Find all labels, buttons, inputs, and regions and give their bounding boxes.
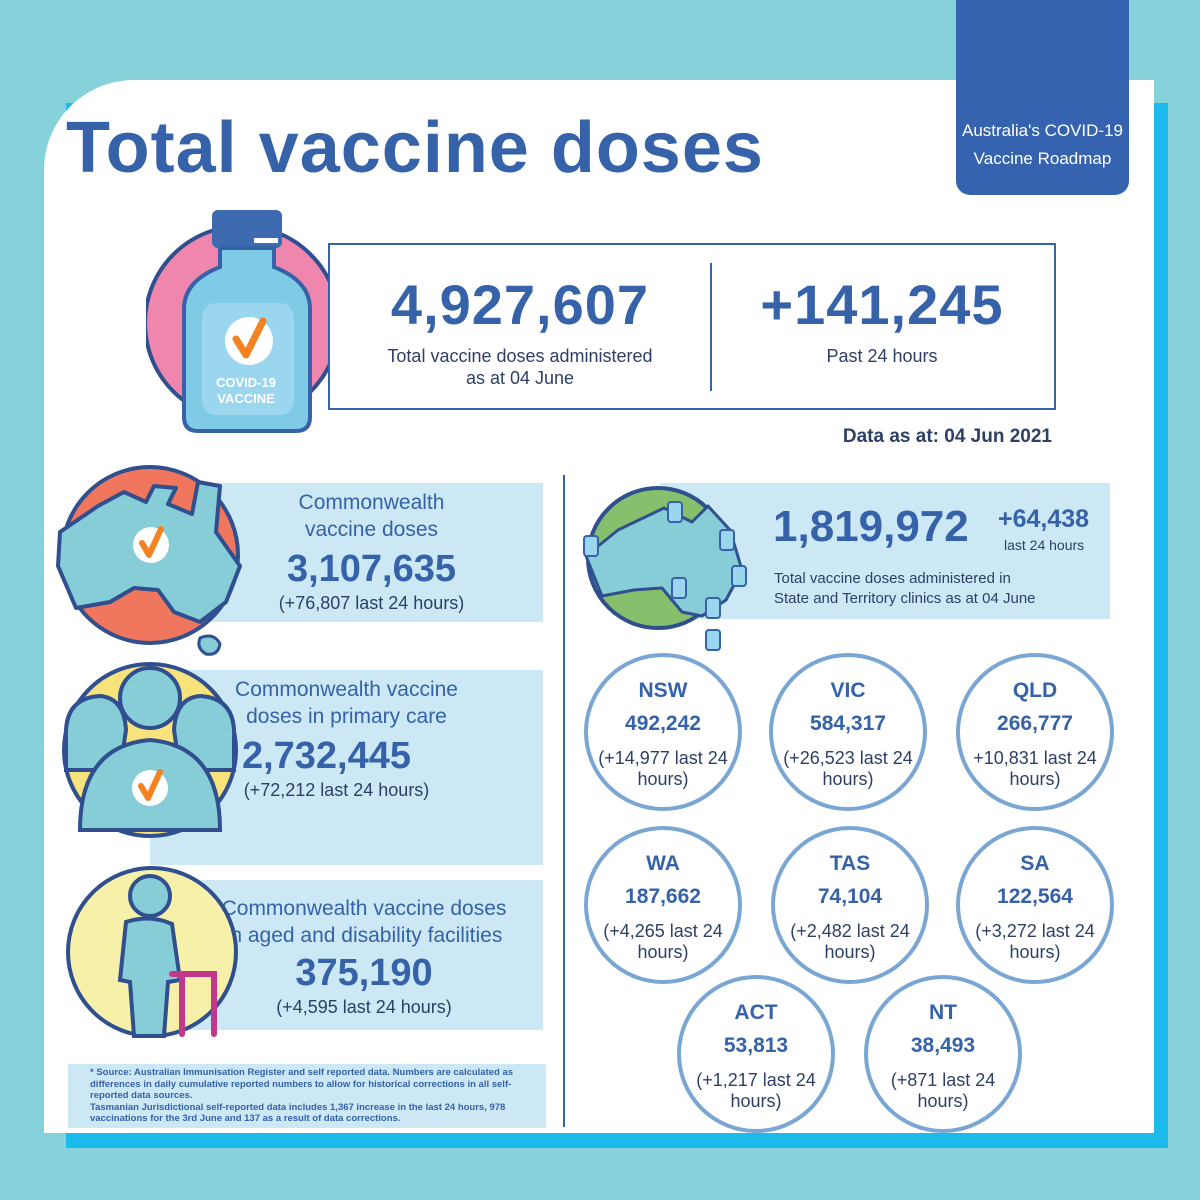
past-24h-value: +141,245 xyxy=(760,273,1004,336)
page-title: Total vaccine doses xyxy=(66,108,764,188)
source-line-2: Tasmanian Jurisdictional self-reported d… xyxy=(90,1101,506,1125)
state-clinics-change-caption: last 24 hours xyxy=(1004,537,1085,553)
aged-care-label-line-2: in aged and disability facilities xyxy=(225,924,503,947)
state-change: (+1,217 last 24 hours) xyxy=(696,1070,816,1111)
state-value: 492,242 xyxy=(625,712,701,735)
state-clinics-map-icon xyxy=(583,486,747,651)
state-circle-nsw: NSW 492,242 (+14,977 last 24 hours) xyxy=(584,653,742,811)
state-value: 187,662 xyxy=(625,885,701,908)
state-circle-tas: TAS 74,104 (+2,482 last 24 hours) xyxy=(771,826,929,984)
state-change: (+14,977 last 24 hours) xyxy=(598,748,728,789)
state-change: (+26,523 last 24 hours) xyxy=(783,748,913,789)
primary-care-people-icon xyxy=(62,662,238,838)
past-24h-section: +141,245 Past 24 hours xyxy=(712,245,1052,408)
state-circle-qld: QLD 266,777 +10,831 last 24 hours) xyxy=(956,653,1114,811)
primary-care-change: (+72,212 last 24 hours) xyxy=(243,780,430,800)
commonwealth-doses-panel: Commonwealth vaccine doses 3,107,635 (+7… xyxy=(200,483,543,622)
state-change: (+871 last 24 hours) xyxy=(890,1070,996,1111)
state-name: TAS xyxy=(829,852,871,875)
state-circle-vic: VIC 584,317 (+26,523 last 24 hours) xyxy=(769,653,927,811)
state-clinics-caption-line-2: State and Territory clinics as at 04 Jun… xyxy=(774,590,1036,607)
commonwealth-label-line-1: Commonwealth xyxy=(298,491,445,514)
aged-care-walker-icon xyxy=(66,866,238,1038)
primary-care-value: 2,732,445 xyxy=(241,735,412,777)
state-name: NSW xyxy=(638,679,688,702)
state-name: SA xyxy=(1020,852,1050,875)
state-change: (+2,482 last 24 hours) xyxy=(790,921,910,962)
source-footnote: * Source: Australian Immunisation Regist… xyxy=(68,1064,546,1128)
total-doses-section: 4,927,607 Total vaccine doses administer… xyxy=(330,245,710,408)
state-clinics-change: +64,438 xyxy=(998,505,1090,533)
state-name: ACT xyxy=(734,1001,778,1024)
total-caption-line-2: as at 04 June xyxy=(465,368,575,388)
state-name: WA xyxy=(646,852,680,875)
total-box-divider xyxy=(710,263,712,391)
state-value: 74,104 xyxy=(817,885,883,908)
aged-care-value: 375,190 xyxy=(295,952,433,994)
state-clinics-caption-line-1: Total vaccine doses administered in xyxy=(774,570,1011,587)
total-doses-box: 4,927,607 Total vaccine doses administer… xyxy=(328,243,1056,410)
total-caption-line-1: Total vaccine doses administered xyxy=(387,346,653,366)
state-name: NT xyxy=(929,1001,957,1024)
state-circle-nt: NT 38,493 (+871 last 24 hours) xyxy=(864,975,1022,1133)
past-24h-caption: Past 24 hours xyxy=(826,346,938,366)
commonwealth-label-line-2: vaccine doses xyxy=(304,518,439,541)
total-doses-value: 4,927,607 xyxy=(390,273,650,336)
state-value: 266,777 xyxy=(997,712,1073,735)
australia-map-icon xyxy=(56,465,242,656)
total-doses-caption: Total vaccine doses administered as at 0… xyxy=(330,345,710,389)
state-value: 122,564 xyxy=(997,885,1073,908)
state-name: VIC xyxy=(830,679,866,702)
data-as-at: Data as at: 04 Jun 2021 xyxy=(842,426,1052,447)
state-value: 53,813 xyxy=(723,1034,789,1057)
state-circle-sa: SA 122,564 (+3,272 last 24 hours) xyxy=(956,826,1114,984)
state-circle-act: ACT 53,813 (+1,217 last 24 hours) xyxy=(677,975,835,1133)
state-value: 584,317 xyxy=(810,712,886,735)
vaccine-vial-icon: COVID-19 VACCINE xyxy=(146,210,341,433)
state-clinics-value: 1,819,972 xyxy=(773,502,969,551)
primary-care-label-line-1: Commonwealth vaccine xyxy=(235,678,458,701)
aged-care-panel: Commonwealth vaccine doses in aged and d… xyxy=(185,880,543,1030)
vial-label-line-1: COVID-19 xyxy=(216,375,276,390)
aged-care-label-line-1: Commonwealth vaccine doses xyxy=(221,897,507,920)
column-divider xyxy=(563,475,565,1127)
primary-care-label-line-2: doses in primary care xyxy=(246,705,447,728)
roadmap-tab[interactable]: Australia's COVID-19 Vaccine Roadmap xyxy=(956,0,1129,195)
state-change: (+4,265 last 24 hours) xyxy=(603,921,723,962)
state-change: (+3,272 last 24 hours) xyxy=(975,921,1095,962)
state-value: 38,493 xyxy=(910,1034,976,1057)
state-name: QLD xyxy=(1012,679,1058,702)
commonwealth-doses-change: (+76,807 last 24 hours) xyxy=(278,593,465,613)
vial-label-line-2: VACCINE xyxy=(217,391,275,406)
commonwealth-doses-value: 3,107,635 xyxy=(286,548,457,590)
state-change: +10,831 last 24 hours) xyxy=(973,748,1097,789)
roadmap-line-1: Australia's COVID-19 xyxy=(961,121,1124,140)
aged-care-change: (+4,595 last 24 hours) xyxy=(276,997,452,1017)
roadmap-line-2: Vaccine Roadmap xyxy=(973,149,1112,168)
state-circle-wa: WA 187,662 (+4,265 last 24 hours) xyxy=(584,826,742,984)
source-line-1: * Source: Australian Immunisation Regist… xyxy=(90,1067,514,1101)
